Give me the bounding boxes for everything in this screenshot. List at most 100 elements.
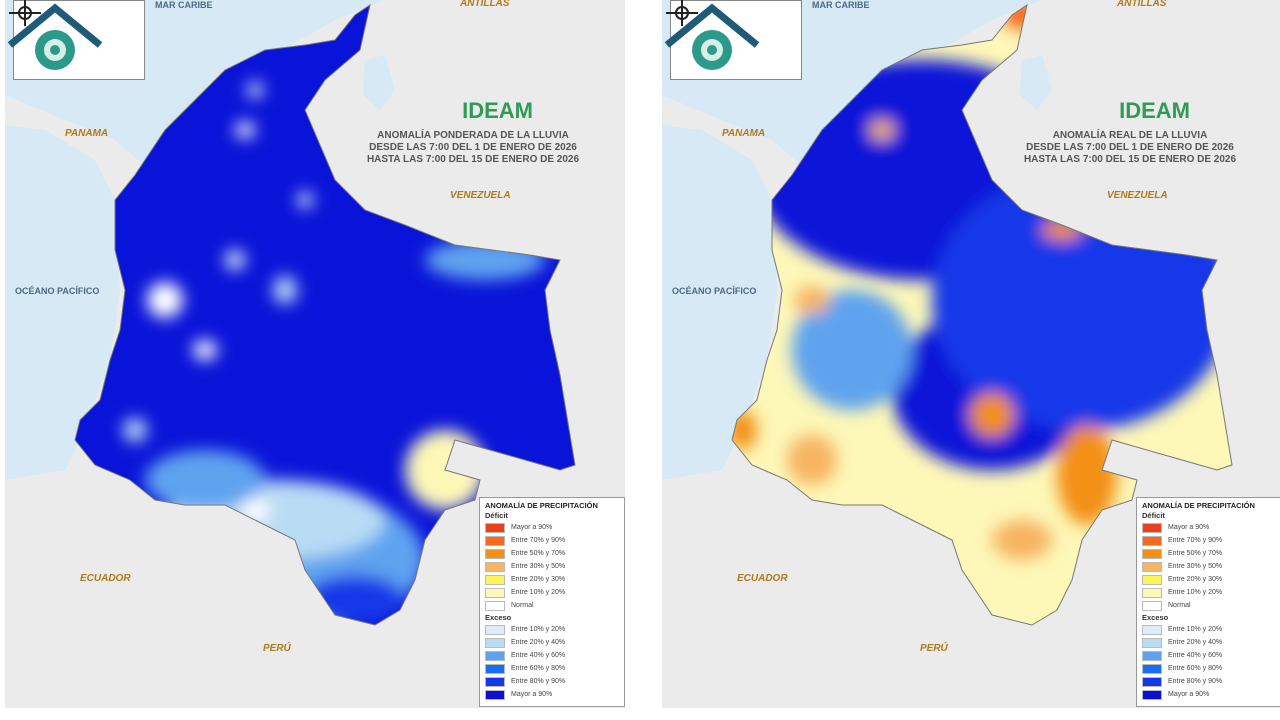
label-venezuela: VENEZUELA [450,190,511,201]
legend-swatch [1142,650,1162,661]
label-ecuador: ECUADOR [80,573,131,584]
legend-swatch [1142,574,1162,585]
title-line-2: DESDE LAS 7:00 DEL 1 DE ENERO DE 2026 [1026,142,1234,153]
legend-label: Normal [511,602,534,609]
legend-swatch [485,522,505,533]
venezuela-lake [1020,55,1052,110]
legend-swatch [485,676,505,687]
legend-label: Entre 10% y 20% [1168,589,1223,596]
legend-label: Entre 20% y 30% [1168,576,1223,583]
legend-label: Entre 70% y 90% [511,537,566,544]
legend-swatch [1142,637,1162,648]
legend-item: Entre 40% y 60% [1142,649,1276,662]
legend-item: Mayor a 90% [1142,688,1276,701]
colombia-border [74,3,576,626]
legend-label: Entre 60% y 80% [511,665,566,672]
legend-item: Mayor a 90% [485,521,619,534]
legend-item: Entre 20% y 30% [485,573,619,586]
precipitation-anomaly-legend: ANOMALÍA DE PRECIPITACIÓN Déficit Mayor … [479,497,625,707]
legend-label: Entre 10% y 20% [1168,626,1223,633]
anomaly-zone [792,290,912,410]
legend-swatch [1142,561,1162,572]
legend-label: Entre 40% y 60% [1168,652,1223,659]
title-line-3: HASTA LAS 7:00 DEL 15 DE ENERO DE 2026 [1023,154,1237,165]
ideam-logo [664,3,760,70]
anomaly-zone [273,276,297,304]
legend-swatch [485,689,505,700]
legend-swatch [485,548,505,559]
legend-item: Entre 70% y 90% [1142,534,1276,547]
anomaly-zone [147,282,183,318]
legend-label: Mayor a 90% [511,691,553,698]
legend-title: ANOMALÍA DE PRECIPITACIÓN [485,501,598,510]
legend-swatch [1142,535,1162,546]
map-title: ANOMALÍA REAL DE LA LLUVIA DESDE LAS 7:0… [990,130,1270,166]
legend-swatch [485,650,505,661]
legend-label: Mayor a 90% [1168,524,1210,531]
venezuela-lake [363,55,395,110]
legend-item: Entre 30% y 50% [485,560,619,573]
legend-swatch [1142,689,1162,700]
anomaly-zone [787,435,837,485]
legend-label: Entre 60% y 80% [1168,665,1223,672]
legend-item: Entre 10% y 20% [1142,586,1276,599]
map-canvas [5,0,625,708]
anomaly-zone [225,250,245,270]
label-peru: PERÚ [263,643,291,654]
legend-swatch [485,600,505,611]
legend-swatch [485,624,505,635]
label-mar-caribe: MAR CARIBE [155,0,213,10]
legend-item: Entre 60% y 80% [1142,662,1276,675]
anomaly-zone [992,520,1052,560]
precipitation-anomaly-legend: ANOMALÍA DE PRECIPITACIÓN Déficit Mayor … [1136,497,1280,707]
legend-swatch [485,587,505,598]
anomaly-zone [794,286,830,314]
label-venezuela: VENEZUELA [1107,190,1168,201]
legend-deficit-heading: Déficit [1142,511,1165,520]
legend-item: Entre 50% y 70% [1142,547,1276,560]
legend-label: Entre 80% y 90% [1168,678,1223,685]
legend-item: Entre 30% y 50% [1142,560,1276,573]
legend-item: Entre 20% y 30% [1142,573,1276,586]
legend-label: Entre 20% y 30% [511,576,566,583]
anomaly-zone [732,410,757,450]
anomaly-zone [247,82,263,98]
legend-item: Entre 20% y 40% [1142,636,1276,649]
label-mar-caribe: MAR CARIBE [812,0,870,10]
legend-swatch [485,535,505,546]
legend-item: Entre 20% y 40% [485,636,619,649]
title-line-1: ANOMALÍA PONDERADA DE LA LLUVIA [377,130,569,141]
legend-label: Mayor a 90% [1168,691,1210,698]
map-title: ANOMALÍA PONDERADA DE LA LLUVIA DESDE LA… [333,130,613,166]
legend-label: Entre 20% y 40% [1168,639,1223,646]
legend-item: Entre 50% y 70% [485,547,619,560]
ideam-logo [7,3,103,70]
label-oceano-pacifico: OCÉANO PACÍFICO [15,286,100,296]
legend-deficit-heading: Déficit [485,511,508,520]
title-line-3: HASTA LAS 7:00 DEL 15 DE ENERO DE 2026 [366,154,580,165]
legend-item: Entre 70% y 90% [485,534,619,547]
label-antillas: ANTILLAS [1117,0,1167,9]
anomaly-zone [193,340,217,360]
legend-swatch [1142,587,1162,598]
ideam-logo-text: IDEAM [462,98,533,123]
legend-swatch [1142,522,1162,533]
legend-label: Entre 30% y 50% [511,563,566,570]
legend-label: Mayor a 90% [511,524,553,531]
legend-item-normal: Normal [485,599,619,612]
legend-item: Entre 80% y 90% [1142,675,1276,688]
colombia-border [731,3,1233,626]
title-line-2: DESDE LAS 7:00 DEL 1 DE ENERO DE 2026 [369,142,577,153]
legend-excess-heading: Exceso [1142,613,1169,622]
legend-swatch [485,574,505,585]
map-canvas [662,0,1280,708]
label-antillas: ANTILLAS [460,0,510,9]
legend-item: Entre 10% y 20% [485,623,619,636]
label-ecuador: ECUADOR [737,573,788,584]
legend-item: Entre 60% y 80% [485,662,619,675]
compass-rose-icon [9,0,41,26]
anomaly-zone [1057,425,1117,525]
label-oceano-pacifico: OCÉANO PACÍFICO [672,286,757,296]
legend-label: Entre 10% y 20% [511,589,566,596]
legend-item: Entre 10% y 20% [1142,623,1276,636]
